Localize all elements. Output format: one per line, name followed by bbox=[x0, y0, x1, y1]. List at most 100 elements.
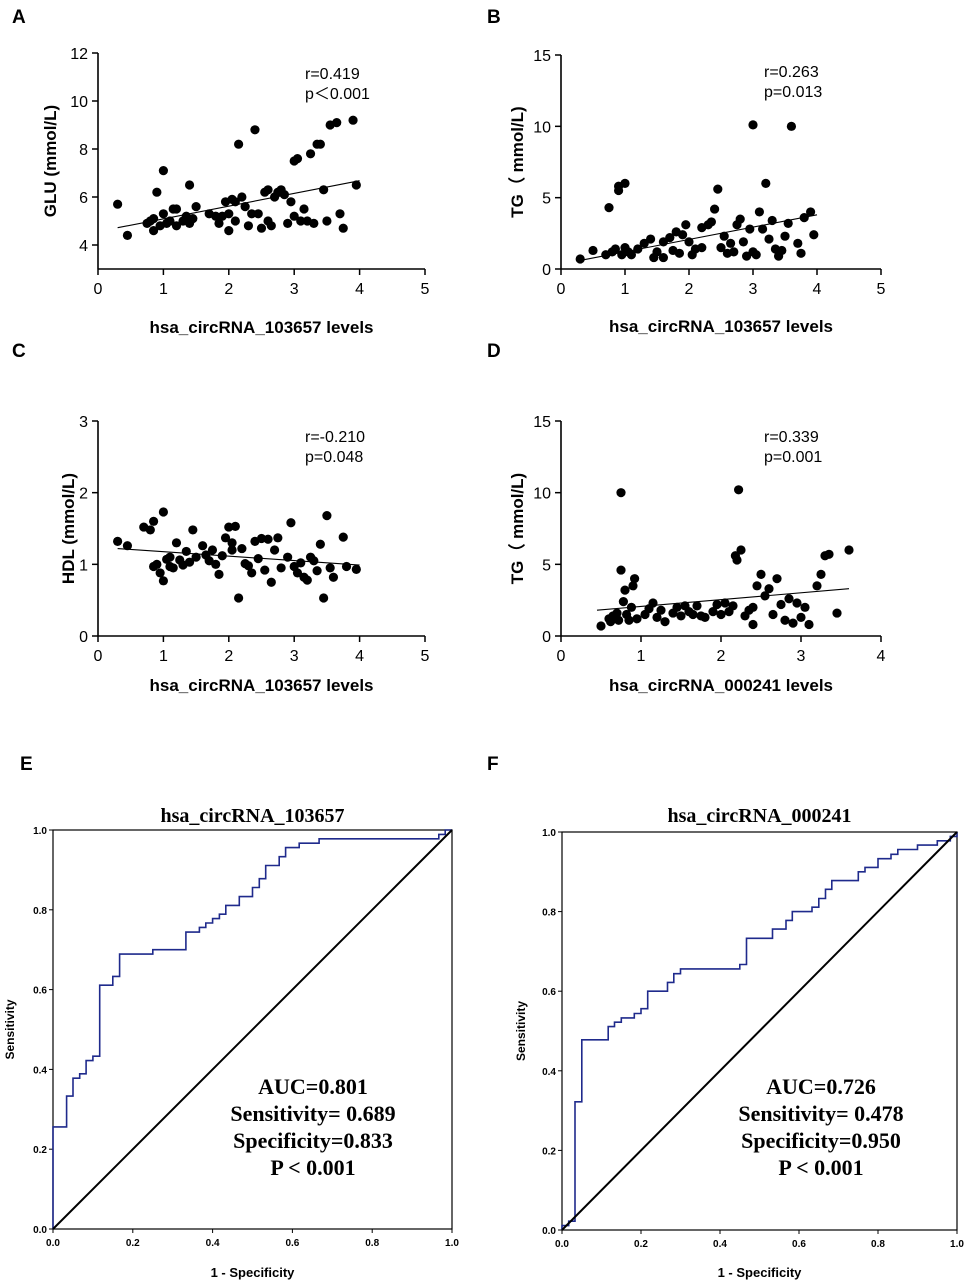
data-point bbox=[780, 615, 790, 625]
data-point bbox=[191, 202, 201, 212]
data-point bbox=[752, 581, 762, 591]
data-point bbox=[604, 203, 614, 213]
y-tick-label: 8 bbox=[79, 142, 88, 159]
data-point bbox=[309, 218, 319, 228]
data-point bbox=[748, 120, 758, 130]
data-point bbox=[697, 243, 707, 253]
x-tick-label: 2 bbox=[717, 648, 726, 665]
stat-annotation: p=0.048 bbox=[305, 449, 363, 466]
data-point bbox=[799, 213, 809, 223]
data-point bbox=[234, 139, 244, 149]
x-tick-label: 0.2 bbox=[126, 1238, 140, 1249]
y-tick-label: 0.0 bbox=[33, 1225, 47, 1236]
data-point bbox=[616, 565, 626, 575]
data-point bbox=[266, 577, 276, 587]
data-point bbox=[312, 566, 322, 576]
x-tick-label: 4 bbox=[877, 648, 886, 665]
x-tick-label: 3 bbox=[797, 648, 806, 665]
data-point bbox=[279, 190, 289, 200]
panel-c: C 0 1 2 3 0 1 2 3 4 5 hsa_circRNA_103657 levels HDL … bbox=[12, 341, 430, 695]
data-point bbox=[726, 238, 736, 248]
data-point bbox=[214, 218, 224, 228]
stat-annotation: P < 0.001 bbox=[778, 1155, 863, 1180]
panel-label: A bbox=[12, 7, 26, 28]
data-point bbox=[165, 216, 175, 226]
data-point bbox=[230, 521, 240, 531]
x-tick-label: 2 bbox=[224, 648, 233, 665]
data-point bbox=[716, 609, 726, 620]
plot-frame bbox=[52, 829, 453, 1230]
data-point bbox=[788, 618, 798, 628]
data-point bbox=[575, 254, 585, 264]
data-point bbox=[328, 572, 339, 582]
data-point bbox=[628, 581, 638, 591]
data-point bbox=[646, 234, 656, 244]
data-point bbox=[800, 602, 810, 612]
data-point bbox=[760, 591, 770, 601]
data-point bbox=[198, 541, 208, 551]
y-tick-label: 5 bbox=[542, 191, 551, 208]
data-point bbox=[767, 215, 777, 226]
data-point bbox=[596, 621, 606, 631]
y-tick-label: 12 bbox=[70, 46, 88, 63]
data-point bbox=[780, 231, 790, 241]
data-point bbox=[796, 612, 806, 622]
data-point bbox=[719, 231, 729, 241]
data-point bbox=[681, 220, 691, 230]
reference-diagonal bbox=[561, 831, 958, 1231]
y-tick-label: 0 bbox=[79, 629, 88, 646]
data-point bbox=[319, 185, 329, 195]
data-point bbox=[633, 244, 643, 254]
data-point bbox=[247, 209, 257, 219]
data-point bbox=[748, 602, 758, 612]
x-tick-label: 0.4 bbox=[206, 1238, 220, 1249]
data-point bbox=[230, 197, 240, 207]
data-point bbox=[626, 602, 637, 612]
data-point bbox=[710, 204, 720, 214]
data-point bbox=[652, 247, 662, 257]
y-tick-label: 1.0 bbox=[542, 828, 556, 839]
data-point bbox=[734, 485, 744, 495]
x-tick-label: 0 bbox=[557, 648, 566, 665]
stat-annotation: p=0.001 bbox=[764, 449, 822, 466]
data-point bbox=[745, 224, 755, 234]
x-tick-label: 4 bbox=[355, 281, 364, 298]
y-tick-label: 10 bbox=[533, 119, 551, 136]
data-point bbox=[764, 234, 774, 244]
data-point bbox=[712, 599, 722, 610]
data-point bbox=[263, 534, 273, 544]
x-tick-label: 1 bbox=[159, 281, 168, 298]
data-point bbox=[676, 611, 686, 621]
data-point bbox=[768, 609, 778, 620]
data-point bbox=[315, 139, 325, 149]
data-point bbox=[620, 585, 630, 595]
data-point bbox=[652, 612, 662, 622]
data-point bbox=[338, 532, 348, 542]
y-axis-label: HDL (mmol/L) bbox=[59, 473, 78, 584]
data-point bbox=[184, 557, 195, 567]
panel-label: D bbox=[487, 341, 501, 362]
x-tick-label: 5 bbox=[421, 648, 430, 665]
data-point bbox=[191, 552, 201, 562]
y-tick-label: 1.0 bbox=[33, 826, 47, 837]
data-point bbox=[227, 545, 237, 555]
data-point bbox=[250, 125, 260, 135]
data-point bbox=[614, 615, 624, 625]
data-point bbox=[273, 533, 283, 543]
data-point bbox=[656, 605, 666, 615]
data-point bbox=[672, 602, 682, 612]
y-tick-label: 15 bbox=[533, 48, 551, 65]
data-point bbox=[122, 541, 133, 551]
y-tick-label: 0.0 bbox=[542, 1226, 556, 1237]
y-tick-label: 0.8 bbox=[33, 906, 47, 917]
data-point bbox=[758, 224, 768, 234]
data-point bbox=[276, 563, 286, 573]
data-point bbox=[761, 178, 771, 188]
data-point bbox=[816, 569, 826, 579]
x-axis-label: 1 - Specificity bbox=[718, 1265, 803, 1280]
data-point bbox=[341, 561, 352, 572]
data-point bbox=[289, 211, 299, 221]
data-point bbox=[224, 209, 234, 219]
